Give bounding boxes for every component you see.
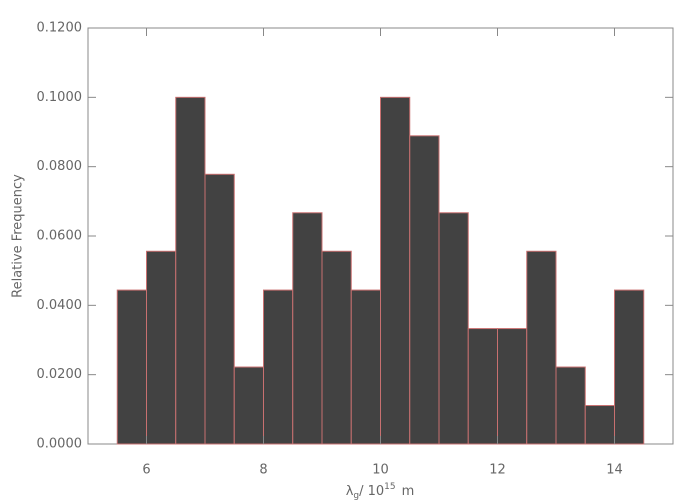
bar xyxy=(380,96,411,445)
bar xyxy=(175,96,206,445)
y-axis-label: Relative Frequency xyxy=(11,174,26,298)
x-axis-label: λg/ 1015 m xyxy=(346,482,415,500)
bar xyxy=(409,135,440,445)
x-tick-label: 8 xyxy=(259,463,267,478)
x-tick-label: 12 xyxy=(489,463,506,478)
y-tick-label: 0.0800 xyxy=(37,159,83,174)
x-tick-label: 14 xyxy=(606,463,623,478)
bar xyxy=(321,250,352,445)
bar xyxy=(555,366,586,445)
bar xyxy=(526,250,557,445)
x-label-unit: m xyxy=(402,484,415,499)
bar xyxy=(614,289,645,445)
x-tick-label: 6 xyxy=(142,463,150,478)
y-tick-label: 0.1200 xyxy=(37,21,83,36)
bar xyxy=(467,328,498,445)
x-label-text: / 10 xyxy=(359,484,384,499)
bar xyxy=(116,289,147,445)
x-label-superscript: 15 xyxy=(384,482,395,492)
y-tick-label: 0.0200 xyxy=(37,367,83,382)
bar xyxy=(204,173,235,445)
bar xyxy=(233,366,264,445)
y-tick-label: 0.0000 xyxy=(37,437,83,452)
bar xyxy=(263,289,294,445)
y-tick-label: 0.0600 xyxy=(37,229,83,244)
bar xyxy=(438,212,469,445)
x-label-symbol: λ xyxy=(346,484,354,499)
bar xyxy=(584,405,615,445)
y-tick-label: 0.1000 xyxy=(37,90,83,105)
x-label-subscript: g xyxy=(353,491,359,500)
bar xyxy=(350,289,381,445)
x-tick-label: 10 xyxy=(372,463,389,478)
bar xyxy=(292,212,323,445)
bar xyxy=(497,328,528,445)
bar xyxy=(146,250,177,445)
y-tick-label: 0.0400 xyxy=(37,298,83,313)
